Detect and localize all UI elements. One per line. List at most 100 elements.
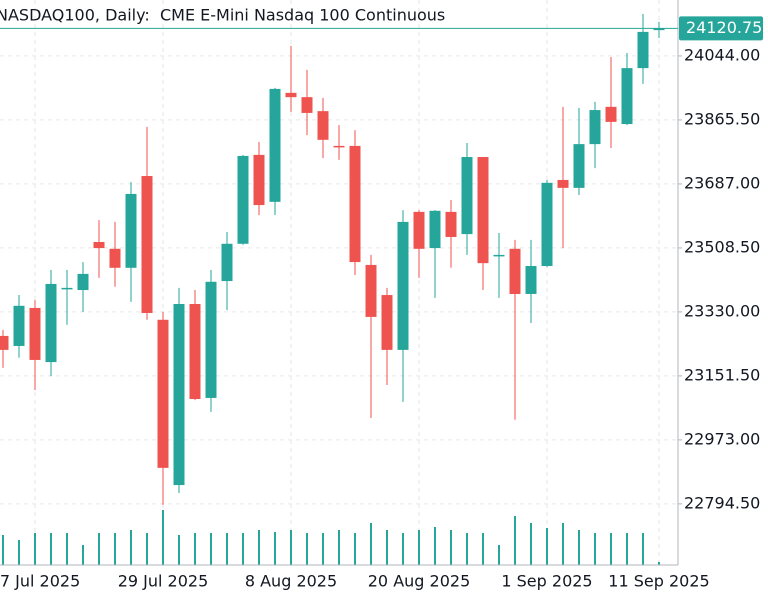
- candle-body: [589, 110, 601, 145]
- volume-bar: [114, 533, 116, 565]
- volume-pane: [2, 510, 660, 565]
- candle-body: [605, 106, 617, 122]
- candle-body: [413, 211, 425, 249]
- candle-body: [301, 97, 313, 113]
- volume-bar: [386, 530, 388, 565]
- volume-bar: [82, 545, 84, 565]
- volume-bar: [50, 533, 52, 565]
- y-tick-label: 23508.50: [684, 237, 760, 256]
- candle-body: [125, 193, 137, 268]
- candle-body: [253, 154, 265, 206]
- volume-bar: [482, 533, 484, 565]
- volume-bar: [274, 532, 276, 565]
- volume-bar: [610, 533, 612, 565]
- volume-bar: [290, 530, 292, 565]
- volume-bar: [578, 530, 580, 565]
- volume-bar: [562, 523, 564, 565]
- candle-body: [557, 179, 569, 188]
- volume-bar: [210, 533, 212, 565]
- volume-bar: [178, 535, 180, 565]
- x-tick-label: 11 Sep 2025: [608, 572, 709, 591]
- x-tick-label: 1 Sep 2025: [501, 572, 592, 591]
- candle-body: [445, 211, 457, 237]
- x-tick-label: 20 Aug 2025: [368, 572, 471, 591]
- candle-body: [173, 304, 185, 486]
- volume-bar: [306, 533, 308, 565]
- volume-bar: [498, 545, 500, 565]
- candle-body: [493, 254, 505, 257]
- candle-body: [397, 221, 409, 350]
- candle-body: [189, 304, 201, 400]
- volume-bar: [258, 530, 260, 565]
- volume-bar: [514, 516, 516, 565]
- volume-bar: [2, 535, 4, 565]
- volume-bar: [594, 533, 596, 565]
- candle-body: [45, 283, 57, 363]
- volume-bar: [530, 523, 532, 565]
- candle-body: [621, 68, 633, 125]
- volume-bar: [418, 530, 420, 565]
- candle-body: [461, 157, 473, 235]
- candle-body: [317, 111, 329, 140]
- volume-bar: [98, 533, 100, 565]
- x-tick-label: 29 Jul 2025: [118, 572, 209, 591]
- volume-bar: [434, 527, 436, 565]
- volume-bar: [322, 533, 324, 565]
- volume-bar: [34, 533, 36, 565]
- y-tick-label: 22794.50: [684, 493, 760, 512]
- candle-body: [61, 287, 73, 290]
- candle-body: [637, 31, 649, 69]
- chart-title: NASDAQ100, Daily: CME E-Mini Nasdaq 100 …: [0, 6, 445, 25]
- candle-body: [29, 307, 41, 360]
- candle-body: [237, 155, 249, 244]
- last-price-box: [679, 16, 763, 41]
- candle-body: [0, 335, 9, 350]
- last-price-label: 24120.75: [686, 18, 762, 37]
- grid: [0, 0, 678, 565]
- y-tick-label: 23865.50: [684, 109, 760, 128]
- volume-bar: [162, 510, 164, 565]
- candle-body: [221, 243, 233, 282]
- y-tick-label: 23151.50: [684, 365, 760, 384]
- x-tick-label: 8 Aug 2025: [245, 572, 337, 591]
- y-tick-label: 23687.00: [684, 173, 760, 192]
- x-tick-label: 17 Jul 2025: [0, 572, 80, 591]
- volume-bar: [338, 530, 340, 565]
- y-tick-label: 24044.00: [684, 45, 760, 64]
- candle-body: [429, 210, 441, 249]
- candle-body: [365, 264, 377, 317]
- candle-body: [269, 88, 281, 202]
- candle-body: [541, 182, 553, 267]
- candle-body: [509, 248, 521, 294]
- candle-body: [141, 176, 153, 313]
- volume-bar: [546, 528, 548, 565]
- candle-body: [653, 28, 665, 31]
- candle-body: [525, 266, 537, 294]
- volume-bar: [626, 533, 628, 565]
- volume-bar: [402, 533, 404, 565]
- volume-bar: [226, 533, 228, 565]
- candle-body: [205, 281, 217, 398]
- volume-bar: [370, 523, 372, 565]
- candle-body: [93, 241, 105, 249]
- volume-bar: [18, 540, 20, 565]
- volume-bar: [450, 530, 452, 565]
- candle-body: [349, 145, 361, 263]
- volume-bar: [130, 530, 132, 565]
- candle-body: [333, 145, 345, 148]
- volume-bar: [66, 533, 68, 565]
- volume-bar: [466, 533, 468, 565]
- candles: [0, 13, 665, 505]
- volume-bar: [194, 533, 196, 565]
- y-tick-label: 22973.00: [684, 429, 760, 448]
- candle-body: [285, 92, 297, 98]
- candle-body: [477, 157, 489, 264]
- candle-body: [573, 144, 585, 188]
- volume-bar: [642, 533, 644, 565]
- volume-bar: [146, 533, 148, 565]
- volume-bar: [658, 562, 660, 565]
- candle-body: [381, 295, 393, 350]
- volume-bar: [242, 533, 244, 565]
